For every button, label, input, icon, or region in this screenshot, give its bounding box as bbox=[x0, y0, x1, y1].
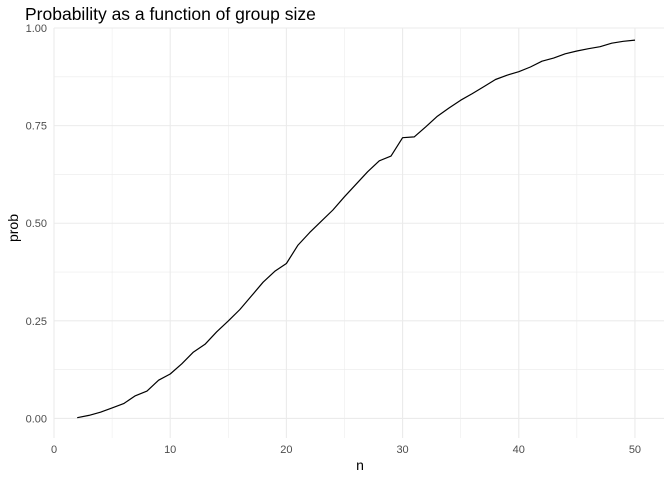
grid bbox=[53, 27, 664, 438]
probability-line bbox=[77, 39, 636, 419]
x-axis-title: n bbox=[356, 457, 364, 473]
y-tick-label: 0.25 bbox=[26, 316, 47, 328]
x-tick-label: 10 bbox=[164, 444, 176, 456]
x-tick-label: 30 bbox=[396, 444, 408, 456]
x-tick-label: 0 bbox=[51, 444, 57, 456]
chart-title: Probability as a function of group size bbox=[25, 4, 316, 24]
y-tick-label: 1.00 bbox=[26, 23, 47, 35]
y-tick-label: 0.75 bbox=[26, 121, 47, 133]
line-layer bbox=[77, 39, 636, 419]
y-axis-title: prob bbox=[5, 214, 21, 242]
y-tick-label: 0.00 bbox=[26, 413, 47, 425]
x-tick-label: 20 bbox=[280, 444, 292, 456]
x-tick-label: 40 bbox=[513, 444, 525, 456]
y-axis-ticks: 0.00 0.25 0.50 0.75 1.00 bbox=[26, 23, 47, 425]
x-axis-ticks: 0 10 20 30 40 50 bbox=[51, 444, 641, 456]
x-tick-label: 50 bbox=[629, 444, 641, 456]
y-tick-label: 0.50 bbox=[26, 218, 47, 230]
